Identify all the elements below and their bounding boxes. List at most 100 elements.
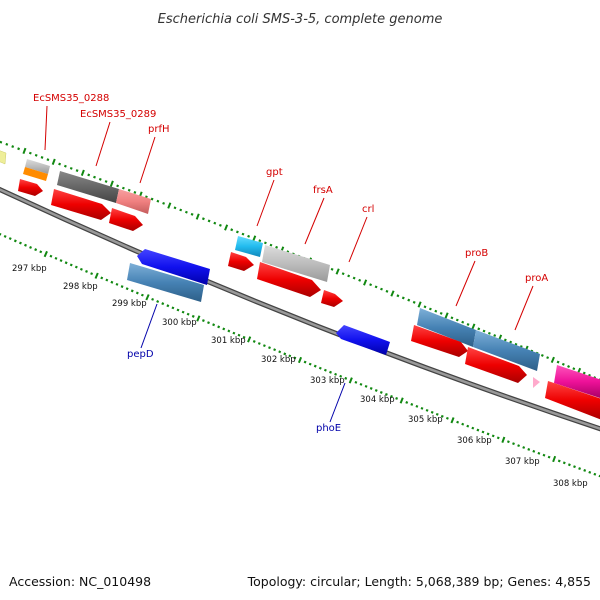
scale-tick-minor bbox=[567, 463, 571, 467]
scale-tick-minor bbox=[540, 353, 544, 357]
scale-tick-major bbox=[167, 202, 172, 209]
scale-tick-minor bbox=[29, 245, 33, 249]
scale-tick-minor bbox=[58, 162, 62, 166]
scale-tick-minor bbox=[359, 382, 363, 386]
scale-tick-minor bbox=[151, 297, 155, 301]
scale-tick-minor bbox=[588, 470, 592, 474]
scale-tick-minor bbox=[542, 453, 546, 457]
gene-block bbox=[262, 245, 330, 282]
gene-label: EcSMS35_0288 bbox=[33, 93, 109, 104]
scale-tick-major bbox=[501, 436, 506, 443]
gene-label: pepD bbox=[127, 349, 154, 360]
scale-tick-minor bbox=[410, 403, 414, 406]
scale-tick-minor bbox=[176, 308, 180, 312]
scale-tick-minor bbox=[323, 368, 327, 372]
scale-tick-minor bbox=[512, 442, 515, 446]
scale-tick-minor bbox=[213, 221, 217, 225]
gene-label: frsA bbox=[313, 185, 333, 196]
scale-tick-minor bbox=[583, 469, 587, 472]
scale-tick-minor bbox=[283, 352, 287, 356]
cds-arrow-forward bbox=[533, 377, 540, 388]
tick-label: 302 kbp bbox=[261, 355, 296, 365]
scale-tick-minor bbox=[396, 294, 400, 298]
scale-tick-minor bbox=[445, 416, 449, 420]
scale-tick-minor bbox=[415, 404, 419, 408]
scale-tick-minor bbox=[341, 272, 345, 276]
scale-tick-minor bbox=[100, 276, 104, 280]
scale-tick-minor bbox=[11, 145, 15, 148]
scale-tick-minor bbox=[425, 408, 429, 412]
scale-tick-minor bbox=[201, 217, 205, 221]
scale-tick-minor bbox=[288, 354, 292, 358]
genome-backbone bbox=[0, 186, 600, 432]
scale-tick-minor bbox=[17, 147, 21, 151]
scale-tick-minor bbox=[191, 314, 195, 318]
label-leader-line bbox=[256, 179, 275, 227]
scale-tick-minor bbox=[186, 312, 190, 316]
cds-arrow-forward bbox=[321, 290, 343, 307]
scale-tick-major bbox=[195, 213, 200, 220]
scale-tick-minor bbox=[227, 329, 231, 333]
scale-tick-minor bbox=[121, 186, 125, 190]
cds-arrow-forward bbox=[465, 347, 527, 383]
cds-arrow-forward bbox=[109, 208, 143, 231]
gene-block bbox=[235, 236, 263, 257]
scale-tick-major bbox=[196, 315, 201, 322]
scale-tick-minor bbox=[476, 428, 480, 432]
cds-forward-track bbox=[18, 179, 600, 420]
scale-tick-minor bbox=[401, 296, 405, 300]
scale-tick-minor bbox=[358, 278, 362, 282]
scale-tick-minor bbox=[380, 287, 383, 291]
scale-tick-major bbox=[471, 323, 476, 330]
scale-tick-minor bbox=[561, 362, 565, 366]
scale-tick-major bbox=[444, 312, 449, 319]
scale-tick-minor bbox=[262, 344, 266, 348]
scale-tick-minor bbox=[369, 387, 373, 390]
scale-tick-minor bbox=[184, 210, 188, 214]
scale-tick-minor bbox=[212, 323, 216, 327]
scale-tick-minor bbox=[466, 424, 470, 428]
scale-tick-minor bbox=[477, 327, 481, 331]
scale-tick-minor bbox=[5, 142, 9, 146]
scale-tick-minor bbox=[562, 461, 566, 465]
scale-tick-minor bbox=[181, 310, 185, 314]
scale-tick-minor bbox=[263, 241, 267, 245]
cds-arrow-forward bbox=[545, 381, 600, 420]
scale-tick-minor bbox=[390, 395, 393, 398]
gene-block bbox=[127, 263, 204, 302]
gene-labels: EcSMS35_0288 EcSMS35_0289 prfH gpt frsA crl pr… bbox=[33, 93, 548, 434]
tick-label: 305 kbp bbox=[408, 415, 443, 425]
scale-tick-minor bbox=[90, 272, 94, 276]
cds-arrow-reverse bbox=[336, 325, 390, 355]
scale-tick-minor bbox=[412, 300, 416, 304]
scale-tick-minor bbox=[405, 400, 409, 404]
label-leader-line bbox=[348, 216, 368, 263]
scale-tick-minor bbox=[69, 167, 73, 170]
gene-label: gpt bbox=[266, 167, 283, 178]
label-leader-line bbox=[329, 382, 346, 423]
scale-tick-minor bbox=[127, 188, 131, 192]
label-leader-line bbox=[95, 121, 111, 167]
scale-tick-minor bbox=[330, 267, 334, 271]
gene-block bbox=[417, 308, 476, 347]
scale-tick-minor bbox=[334, 372, 338, 376]
scale-tick-minor bbox=[230, 228, 234, 232]
scale-tick-major bbox=[417, 301, 422, 308]
scale-tick-minor bbox=[242, 335, 246, 339]
scale-tick-minor bbox=[329, 370, 332, 374]
scale-tick-minor bbox=[150, 197, 154, 201]
cds-arrow-forward bbox=[51, 189, 111, 220]
scale-tick-minor bbox=[275, 245, 279, 249]
scale-tick-minor bbox=[269, 243, 273, 247]
tick-label: 297 kbp bbox=[12, 264, 47, 274]
scale-tick-minor bbox=[369, 283, 373, 287]
scale-tick-minor bbox=[493, 334, 497, 337]
scale-tick-minor bbox=[252, 339, 256, 343]
scale-tick-minor bbox=[74, 265, 78, 269]
scale-tick-minor bbox=[39, 250, 43, 254]
tick-label: 300 kbp bbox=[162, 318, 197, 328]
scale-tick-major bbox=[450, 417, 455, 424]
scale-tick-minor bbox=[79, 267, 83, 271]
scale-tick-major bbox=[43, 250, 48, 258]
scale-tick-minor bbox=[578, 467, 582, 470]
